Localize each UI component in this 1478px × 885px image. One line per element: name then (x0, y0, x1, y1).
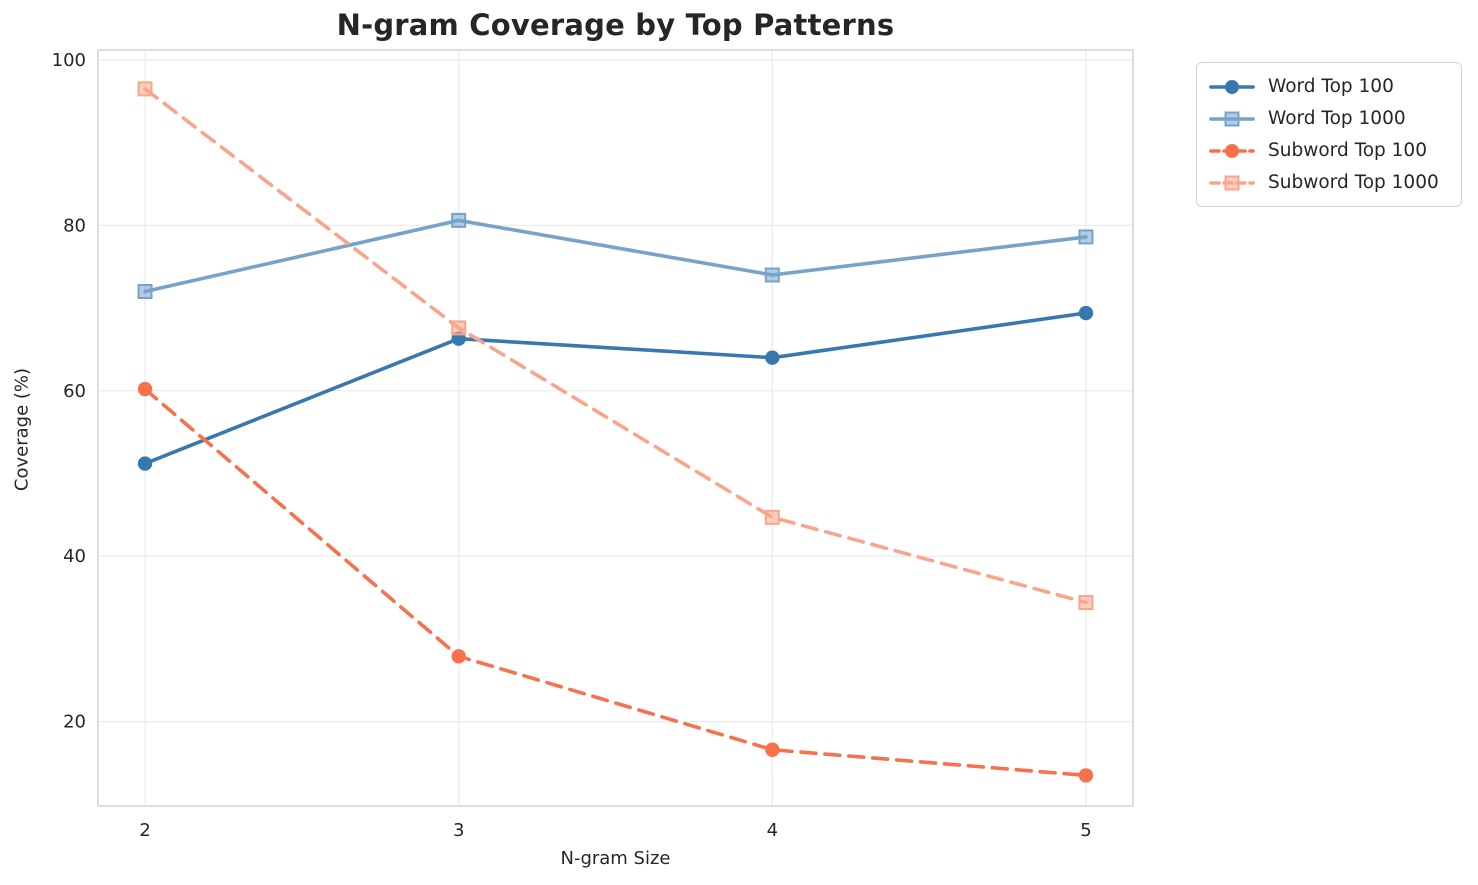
x-tick-label: 4 (767, 820, 778, 841)
legend-label: Word Top 1000 (1268, 108, 1406, 129)
y-tick-label: 80 (63, 215, 86, 236)
legend: Word Top 100 Word Top 1000 Subword Top 100… (1196, 62, 1462, 207)
legend-line-sample (1209, 111, 1255, 126)
legend-item: Subword Top 100 (1209, 137, 1449, 164)
series-line (143, 87, 1088, 605)
data-point-marker (451, 320, 467, 336)
y-tick-label: 20 (63, 712, 86, 733)
y-tick-label: 100 (52, 50, 86, 71)
legend-label: Subword Top 100 (1268, 140, 1427, 161)
legend-label: Subword Top 1000 (1268, 172, 1439, 193)
data-point-marker (451, 212, 467, 228)
legend-line-sample (1209, 175, 1255, 190)
x-tick-label: 2 (139, 820, 150, 841)
x-tick-label: 3 (453, 820, 464, 841)
data-point-marker (137, 284, 153, 300)
legend-item: Word Top 1000 (1209, 105, 1449, 132)
axes-border (97, 49, 1134, 807)
data-point-marker (1078, 229, 1094, 245)
data-point-marker (137, 456, 153, 471)
chart-title: N-gram Coverage by Top Patterns (336, 8, 895, 42)
y-axis-label: Coverage (%) (11, 367, 33, 492)
data-point-marker (137, 381, 153, 397)
legend-label: Word Top 100 (1268, 76, 1394, 97)
data-point-marker (1078, 595, 1094, 611)
x-axis-label: N-gram Size (560, 848, 671, 869)
data-point-marker (451, 649, 466, 664)
legend-line-sample (1209, 143, 1255, 158)
data-point-marker (1078, 768, 1094, 783)
legend-item: Word Top 100 (1209, 73, 1449, 100)
data-point-marker (764, 267, 780, 283)
data-point-marker (765, 350, 780, 365)
series-line (143, 311, 1088, 466)
data-point-marker (764, 509, 780, 525)
y-tick-label: 40 (63, 546, 86, 567)
data-point-marker (765, 742, 780, 757)
x-tick-label: 5 (1080, 820, 1091, 841)
legend-item: Subword Top 1000 (1209, 169, 1449, 196)
data-point-marker (137, 81, 153, 97)
series-line (143, 218, 1088, 294)
series-line (143, 387, 1088, 778)
legend-line-sample (1209, 79, 1255, 94)
data-point-marker (1078, 305, 1094, 321)
y-tick-label: 60 (63, 381, 86, 402)
